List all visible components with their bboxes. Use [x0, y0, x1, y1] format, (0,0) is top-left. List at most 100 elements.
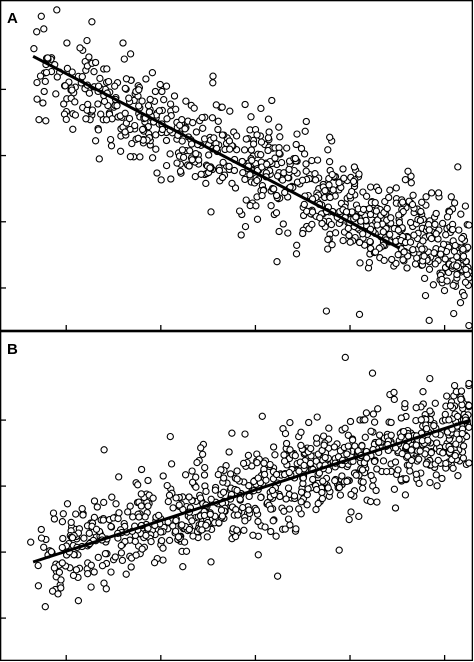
panel-b-data-point [433, 439, 441, 447]
panel-b-data-point [94, 553, 102, 562]
panel-b-data-point [280, 507, 288, 515]
panel-a-data-point [383, 204, 391, 213]
panel-b-data-point [290, 492, 299, 500]
panel-a-data-point [293, 241, 301, 249]
panel-b-data-point [465, 401, 473, 410]
panel-b-data-point [203, 533, 211, 541]
panel-b-data-point [63, 500, 72, 508]
panel-b-data-point [207, 558, 215, 566]
panel-b-data-point [92, 525, 101, 533]
panel-b-data-point [273, 572, 282, 580]
panel-a-data-point [178, 137, 186, 145]
panel-b-data-point [34, 582, 43, 590]
panel-a-data-point [292, 250, 301, 258]
panel-a-data-point [458, 234, 466, 243]
panel-a-data-point [247, 146, 256, 154]
panel-a-data-point [166, 100, 175, 108]
panel-a-data-point [162, 161, 171, 170]
panel-b-data-point [114, 514, 122, 523]
panel-b-letter: B [7, 341, 18, 358]
panel-b-data-point [257, 493, 265, 502]
panel-b-data-point [117, 549, 126, 557]
panel-a-data-point [121, 109, 129, 117]
panel-b-data-point [338, 472, 346, 480]
panel-a-data-point [198, 113, 206, 122]
panel-a-data-point [316, 214, 324, 222]
panel-a-data-point [258, 191, 266, 200]
panel-b-data-point [218, 512, 227, 520]
panel-b-data-point [50, 515, 59, 523]
panel-a-data-point [52, 90, 60, 98]
panel-a-data-point [91, 137, 100, 145]
panel-a-data-point [453, 270, 461, 279]
panel-b-data-point [280, 457, 289, 465]
panel-a-data-point [342, 208, 351, 216]
panel-a-data-point [41, 77, 49, 86]
panel-b-data-point [394, 466, 402, 474]
panel-a-data-point [443, 277, 451, 285]
panel-a-data-point [359, 205, 368, 214]
panel-a-data-point [116, 147, 125, 155]
panel-a-data-point [53, 73, 61, 81]
panel-a-data-point [125, 94, 133, 102]
panel-b-data-point [442, 459, 450, 468]
panel-b-data-point [163, 481, 171, 490]
panel-a-data-point [207, 208, 215, 216]
panel-b-data-point [295, 505, 303, 513]
panel-a-data-point [248, 156, 256, 164]
panel-a-data-point [386, 186, 394, 194]
panel-a-data-point [37, 12, 45, 20]
panel-b-data-point [57, 576, 65, 584]
panel-a-data-point [276, 133, 284, 141]
panel-b-data-point [426, 374, 434, 383]
panel-b-data-point [457, 387, 466, 395]
panel-b-data-point [252, 506, 261, 514]
panel-a-data-point [178, 116, 186, 124]
panel-a-data-point [420, 252, 428, 260]
panel-a-data-point [277, 158, 286, 167]
panel-a-data-point [166, 150, 174, 158]
panel-b-data-point [197, 444, 205, 452]
panel-b-data-point [286, 418, 294, 427]
panel-a-data-point [42, 117, 50, 125]
panel-a-data-point [53, 6, 61, 14]
panel-a-data-point [398, 198, 407, 206]
panel-b-data-point [137, 465, 146, 474]
panel-b-data-point [159, 556, 167, 564]
panel-b-data-point [401, 400, 409, 408]
panel-a-data-point [356, 259, 364, 267]
panel-b-data-point [179, 563, 187, 571]
panel-b-data-point [400, 427, 408, 436]
panel-b-data-point [219, 488, 228, 496]
panel-a-data-point [359, 230, 367, 238]
panel-a-data-point [275, 123, 283, 131]
panel-b-data-point [412, 404, 420, 412]
panel-a-data-point [348, 187, 356, 196]
panel-b-data-point [441, 410, 449, 419]
panel-a-data-point [264, 115, 273, 123]
panel-a-data-point [88, 106, 97, 114]
panel-a-data-point [121, 128, 129, 136]
panel-a-data-point [142, 75, 150, 83]
panel-a-data-point [345, 231, 353, 240]
panel-a-data-point [181, 125, 189, 133]
panel-a-data-point [146, 95, 154, 104]
panel-a-data-point [226, 107, 234, 115]
panel-a-data-point [346, 238, 354, 246]
panel-a-data-point [148, 69, 157, 77]
panel-b-data-point [112, 500, 120, 508]
panel-b-data-point [58, 518, 67, 526]
panel-b-data-point [137, 490, 145, 498]
panel-b-data-point [379, 457, 388, 465]
panel-a-data-point [144, 101, 153, 110]
panel-a-data-point [386, 230, 394, 239]
panel-b-data-point [50, 564, 59, 572]
panel-b-data-point [335, 483, 344, 492]
panel-a-data-point [138, 125, 147, 134]
panel-b-data-point [359, 478, 367, 486]
panel-b-data-point [358, 484, 367, 492]
panel-a-data-point [448, 225, 457, 234]
panel-b-data-point [59, 534, 67, 543]
panel-a-points [30, 6, 473, 330]
panel-a-data-point [457, 210, 465, 218]
